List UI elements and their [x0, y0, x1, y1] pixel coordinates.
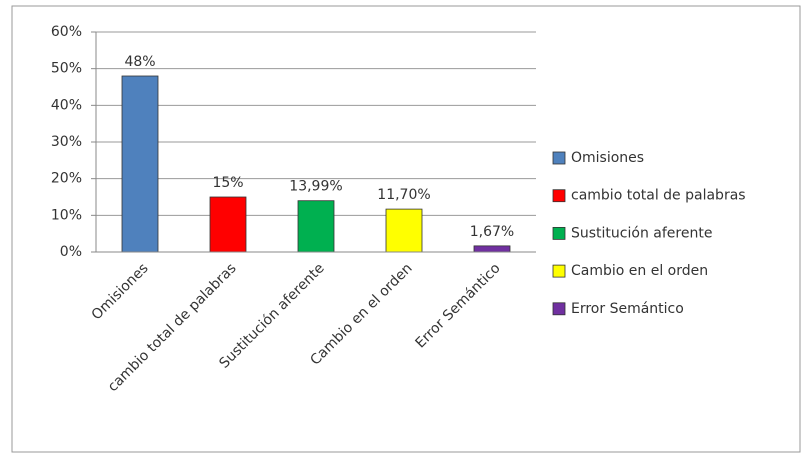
bar	[209, 196, 247, 253]
legend-swatch	[552, 264, 566, 278]
legend-label: Error Semántico	[571, 301, 684, 317]
y-tick-label: 10%	[51, 207, 82, 223]
bar	[121, 75, 159, 253]
legend-swatch	[552, 302, 566, 316]
y-tick-label: 20%	[51, 171, 82, 187]
legend-swatch	[552, 226, 566, 240]
y-tick-label: 50%	[51, 61, 82, 77]
bar	[385, 208, 423, 253]
value-label: 15%	[212, 175, 243, 191]
y-tick-label: 0%	[60, 244, 82, 260]
legend-label: Omisiones	[571, 150, 644, 166]
legend-label: Cambio en el orden	[571, 263, 708, 279]
legend-label: cambio total de palabras	[571, 188, 746, 204]
legend-label: Sustitución aferente	[571, 225, 712, 241]
value-label: 11,70%	[377, 187, 430, 203]
y-tick-label: 40%	[51, 97, 82, 113]
legend-swatch	[552, 189, 566, 203]
bar	[297, 200, 335, 253]
bar	[473, 245, 511, 253]
value-label: 1,67%	[470, 224, 514, 240]
y-tick-label: 30%	[51, 134, 82, 150]
value-label: 13,99%	[289, 179, 342, 195]
y-tick-label: 60%	[51, 24, 82, 40]
legend-swatch	[552, 151, 566, 165]
value-label: 48%	[124, 54, 155, 70]
